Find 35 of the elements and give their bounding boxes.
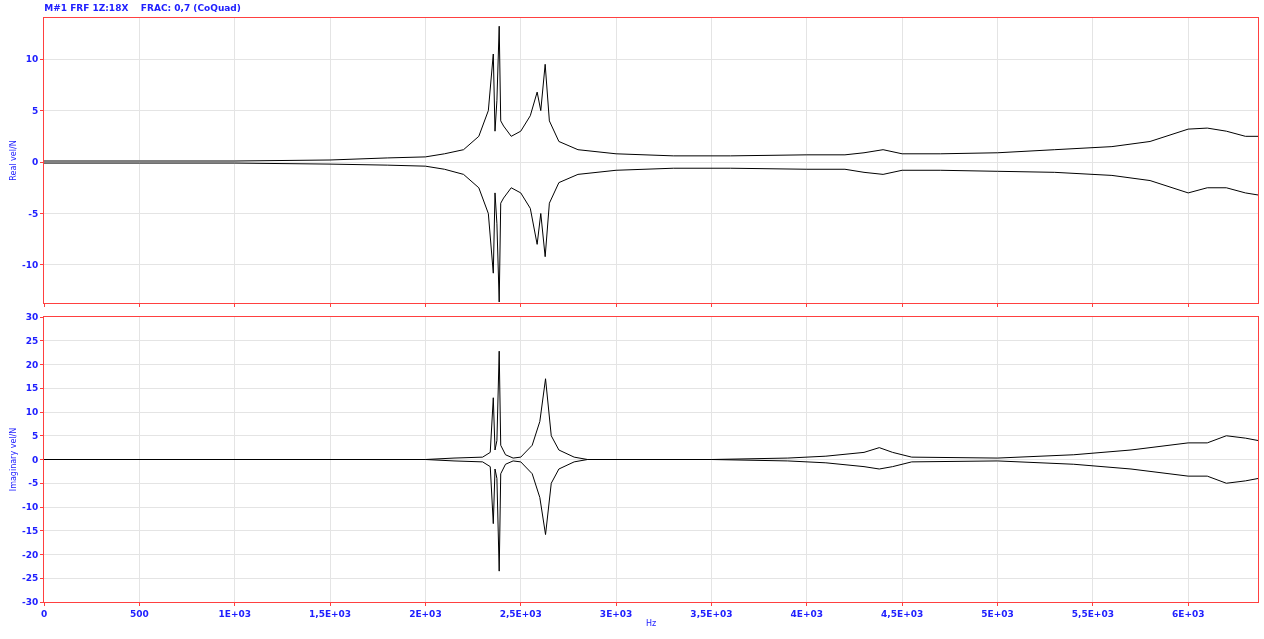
x-tick-label: 5E+03 <box>981 608 1014 619</box>
y-tick-label: 25 <box>25 335 39 346</box>
y-tick-label: 10 <box>25 54 39 65</box>
y-axis-title: Imaginary vel/N <box>8 427 18 492</box>
y-tick-label: -25 <box>21 573 39 584</box>
y-tick-label: 0 <box>31 157 39 168</box>
x-tick-label: 0 <box>40 608 48 619</box>
x-tick-label: 6E+03 <box>1171 608 1205 619</box>
y-tick-label: -5 <box>28 478 39 489</box>
x-tick-label: 1,5E+03 <box>308 608 352 619</box>
x-tick-label: 4E+03 <box>790 608 824 619</box>
y-tick-label: -20 <box>21 549 39 560</box>
y-tick-label: 5 <box>31 430 39 441</box>
x-axis-title: Hz <box>645 618 657 628</box>
y-axis-title: Real vel/N <box>8 140 18 181</box>
y-tick-label: -15 <box>21 525 39 536</box>
x-tick-label: 3,5E+03 <box>690 608 733 619</box>
y-tick-label: 0 <box>31 454 39 465</box>
x-tick-label: 2E+03 <box>409 608 442 619</box>
x-tick-label: 3E+03 <box>599 608 633 619</box>
y-tick-label: 15 <box>25 383 39 394</box>
y-tick-label: 5 <box>31 105 39 116</box>
x-tick-label: 5,5E+03 <box>1071 608 1114 619</box>
y-tick-label: -5 <box>28 208 39 219</box>
chart-title: M#1 FRF 1Z:18X FRAC: 0,7 (CoQuad) <box>44 2 241 13</box>
y-tick-label: -10 <box>21 502 39 513</box>
x-tick-label: 1E+03 <box>218 608 251 619</box>
y-tick-label: -30 <box>21 597 39 608</box>
y-tick-label: 10 <box>25 407 39 418</box>
x-tick-label: 500 <box>129 608 149 619</box>
x-tick-label: 2,5E+03 <box>499 608 542 619</box>
y-tick-label: 30 <box>25 312 39 323</box>
y-tick-label: -10 <box>21 260 39 271</box>
x-tick-label: 4,5E+03 <box>881 608 924 619</box>
y-tick-label: 20 <box>25 359 39 370</box>
